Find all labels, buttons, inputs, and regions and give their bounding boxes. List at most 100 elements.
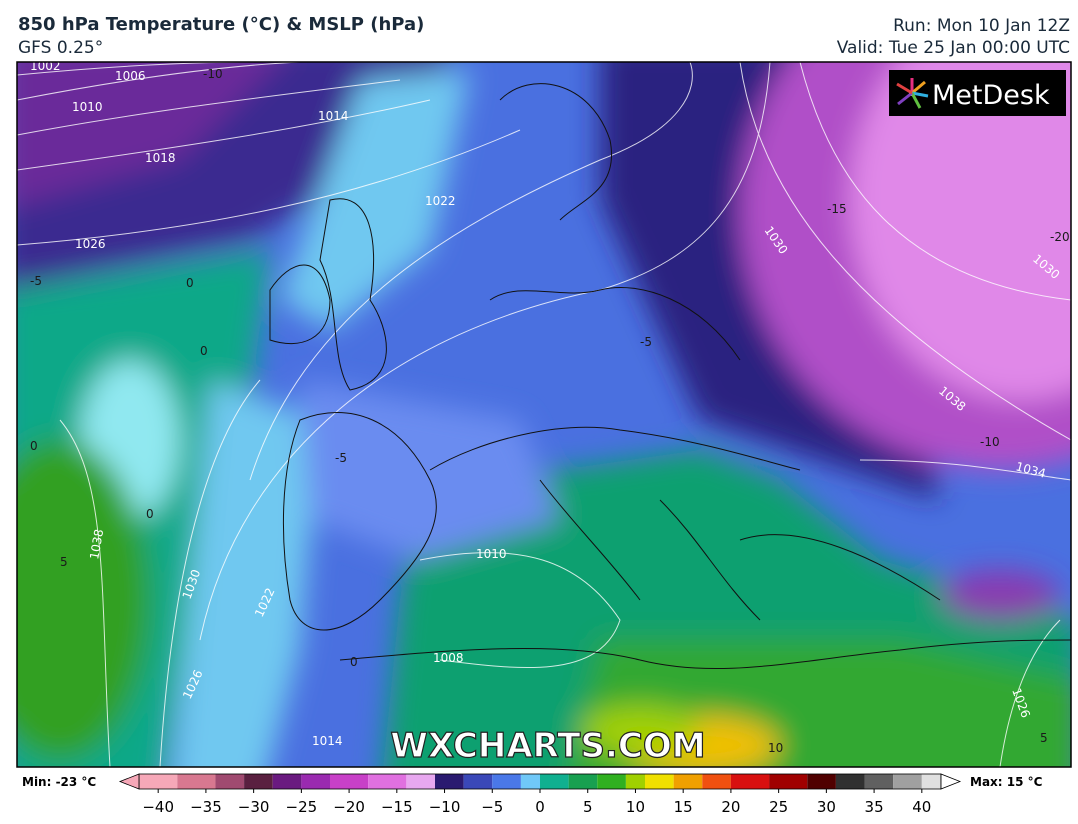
temperature-label: 0	[200, 344, 208, 358]
isobar-label: 1026	[75, 237, 106, 251]
colorbar-tick-label: 5	[583, 798, 593, 816]
warm-area	[580, 705, 700, 755]
temperature-label: 0	[186, 276, 194, 290]
temperature-label: -5	[30, 274, 42, 288]
field-shapes	[17, 62, 1071, 767]
temperature-label: 0	[350, 655, 358, 669]
temperature-field: 1002 1006 1010 1014 1018 1022 1026 1030 …	[17, 59, 1071, 767]
logo-ray	[911, 80, 926, 95]
isobar-label: 1008	[433, 651, 464, 665]
isobar	[17, 62, 301, 101]
isobar-label: 1002	[30, 59, 61, 73]
isobar-label: 1006	[115, 69, 146, 83]
coast	[282, 412, 437, 631]
colorbar-max: Max: 15 °C	[970, 775, 1043, 789]
colorbar-segment	[244, 774, 273, 789]
isobar-label: 1022	[425, 194, 456, 208]
colorbar-tick-label: 40	[912, 798, 931, 816]
colorbar-tick-label: 15	[674, 798, 693, 816]
colorbar-tick-label: 30	[817, 798, 836, 816]
temperature-label: 0	[30, 439, 38, 453]
temperature-label: -10	[203, 67, 223, 81]
colorbar-segment	[368, 774, 407, 789]
isobar	[739, 62, 1071, 441]
colorbar-tick-label: −40	[142, 798, 174, 816]
temperature-label: -5	[640, 335, 652, 349]
logo-icon	[896, 78, 929, 109]
colorbar-tick-label: 20	[721, 798, 740, 816]
temperature-label: -5	[335, 451, 347, 465]
colorbar-segment	[625, 774, 645, 789]
colorbar-tick-label: −35	[190, 798, 222, 816]
colorbar-segment	[435, 774, 464, 789]
coast	[339, 639, 1071, 670]
mild-area	[280, 70, 470, 330]
colorbar-segment	[730, 774, 770, 789]
temperature-label: 5	[1040, 731, 1048, 745]
colorbar-tick-label: 25	[769, 798, 788, 816]
coast	[739, 534, 941, 601]
coast	[539, 479, 641, 601]
coastlines	[269, 83, 1071, 670]
isobar	[159, 379, 261, 767]
isobar-label: 1010	[476, 547, 507, 561]
logo-ray	[911, 91, 929, 98]
warm-area	[17, 440, 150, 760]
logo-ray	[910, 92, 922, 109]
isobar	[999, 619, 1061, 767]
colorbar: −40 −35 −30 −25 −20 −15 −10 −5 0 5 10 15 20 25 30 35 40	[118, 773, 962, 816]
colorbar-segment	[864, 774, 894, 789]
colorbar-tick-label: −10	[429, 798, 461, 816]
isobar	[859, 459, 1071, 481]
colorbar-segment	[597, 774, 626, 789]
colorbar-tick-label: −25	[286, 798, 318, 816]
colorbar-segment	[330, 774, 369, 789]
isobar	[17, 129, 521, 246]
colorbar-segment	[301, 774, 330, 789]
coast	[319, 198, 387, 391]
run: Run: Mon 10 Jan 12Z	[893, 16, 1070, 36]
cold-area	[17, 62, 278, 206]
temperature-label: 5	[60, 555, 68, 569]
colorbar-segment	[702, 774, 731, 789]
temperature-label: -15	[827, 202, 847, 216]
colorbar-segment	[177, 774, 216, 789]
temperature-label: 10	[768, 741, 783, 755]
isobar-label: 1018	[145, 151, 176, 165]
model: GFS 0.25°	[18, 38, 104, 58]
colorbar-tick-label: −15	[381, 798, 413, 816]
isobar	[17, 99, 431, 171]
colorbar-segment	[215, 774, 245, 789]
temperature-label: -20	[1050, 230, 1070, 244]
colorbar-segment	[568, 774, 598, 789]
coast	[659, 499, 761, 621]
map-frame	[16, 61, 1072, 768]
isobar	[419, 552, 621, 669]
isobar-label: 1010	[72, 100, 103, 114]
colorbar-tick-label: −5	[481, 798, 503, 816]
logo-text: MetDesk	[932, 80, 1050, 111]
title: 850 hPa Temperature (°C) & MSLP (hPa)	[18, 14, 425, 35]
colorbar-arrow	[118, 773, 140, 790]
colorbar-segment	[769, 774, 808, 789]
colorbar-segment	[272, 774, 302, 789]
isobar-label: 1038	[87, 528, 106, 561]
colorbar-segment	[835, 774, 865, 789]
logo-ray	[896, 82, 913, 95]
valid: Valid: Tue 25 Jan 00:00 UTC	[836, 38, 1070, 58]
colorbar-tick-label: 0	[535, 798, 545, 816]
very-cold-area	[850, 62, 1071, 400]
colorbar-segment	[807, 774, 836, 789]
isobar	[249, 62, 693, 481]
coast	[489, 287, 741, 361]
colorbar-min: Min: -23 °C	[22, 775, 96, 789]
cold-area	[940, 570, 1060, 620]
coast	[269, 264, 331, 345]
coast	[499, 83, 613, 221]
isobar	[17, 79, 401, 136]
colorbar-segment	[520, 774, 540, 789]
isobar-label: 1014	[312, 734, 343, 748]
colorbar-segment	[406, 774, 435, 789]
